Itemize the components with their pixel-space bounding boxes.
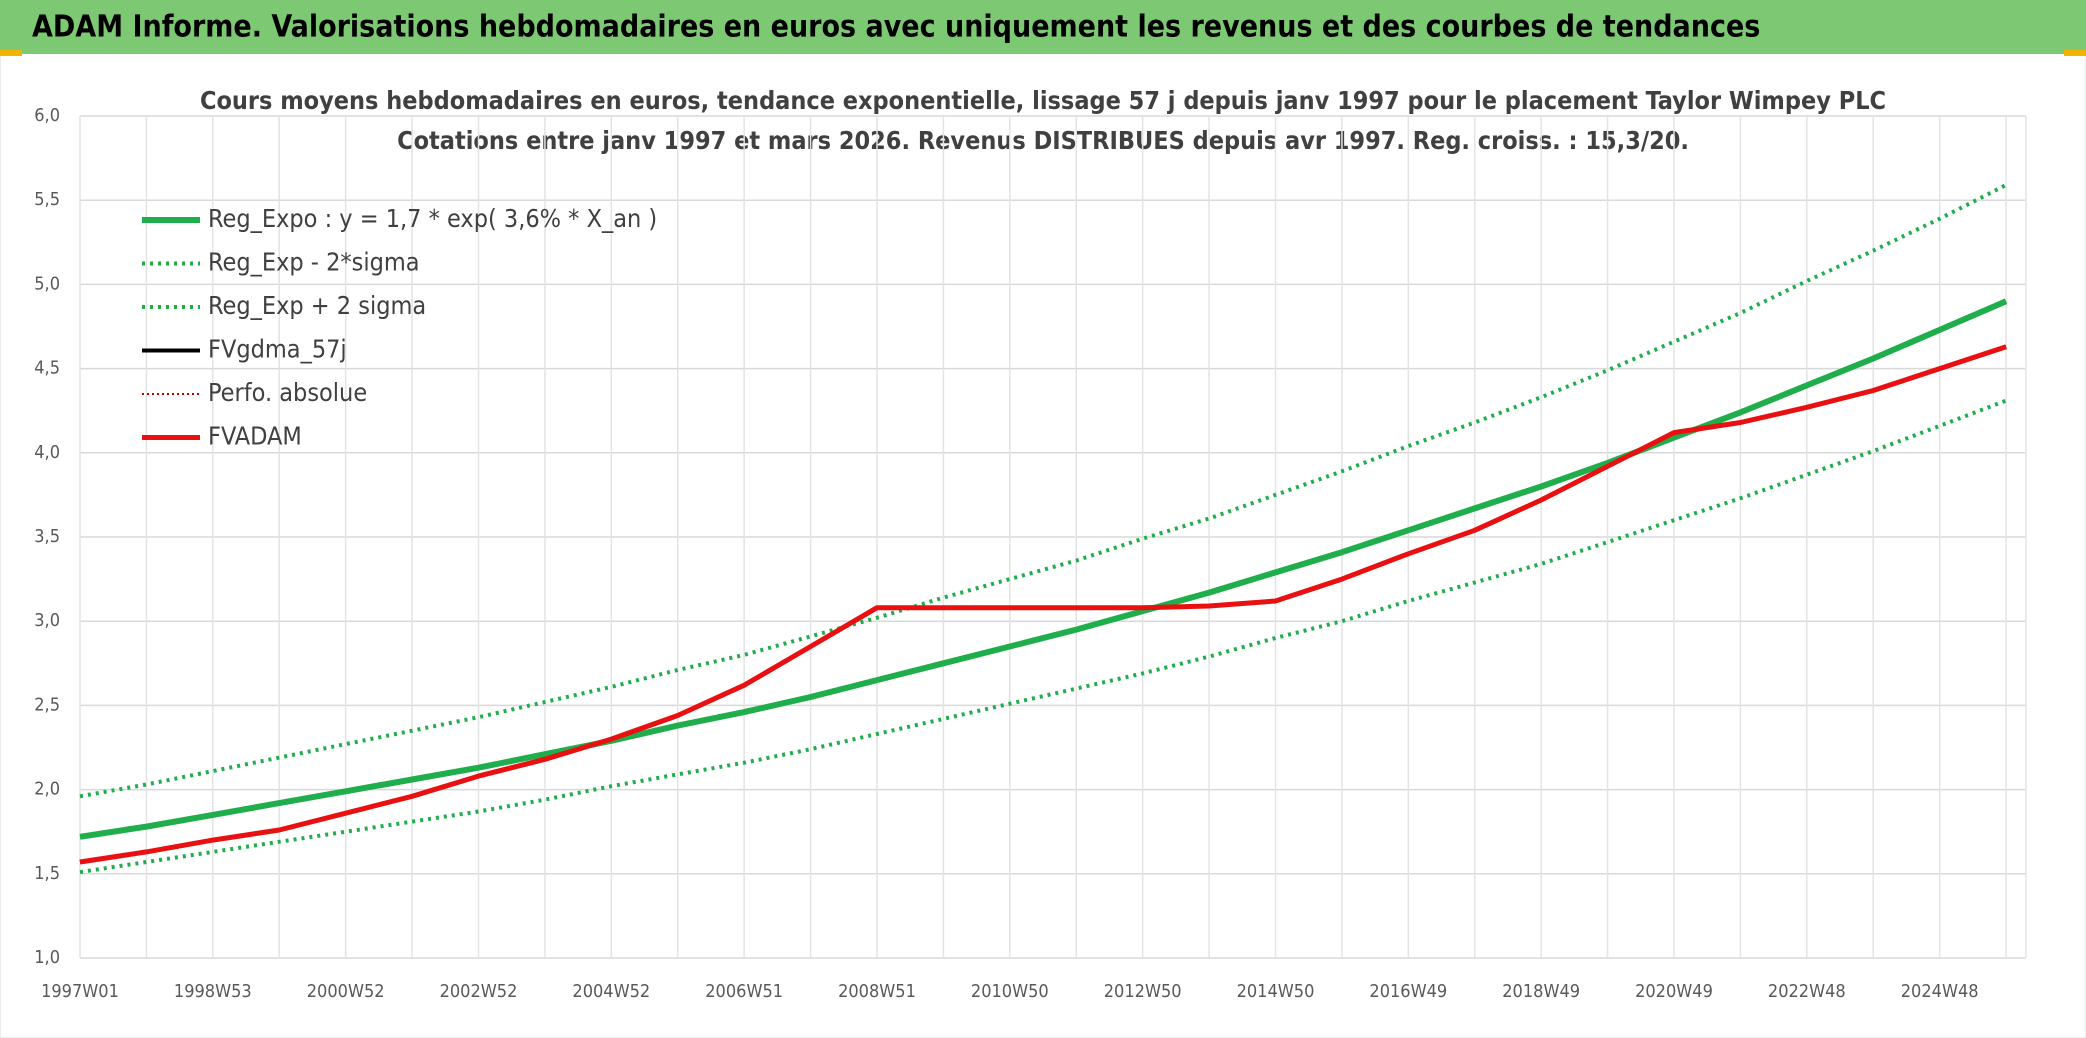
x-tick-label: 2010W50 [971,981,1049,1002]
x-tick-label: 2014W50 [1237,981,1315,1002]
x-tick-label: 2020W49 [1635,981,1713,1002]
header-bar [0,0,2086,54]
x-tick-label: 2016W49 [1369,981,1447,1002]
y-tick-label: 6,0 [34,105,60,126]
x-tick-label: 2022W48 [1768,981,1846,1002]
x-tick-label: 2024W48 [1901,981,1979,1002]
y-tick-label: 5,0 [34,273,60,294]
y-tick-label: 2,0 [34,779,60,800]
y-tick-label: 3,5 [34,526,60,547]
x-tick-label: 2004W52 [572,981,650,1002]
x-tick-label: 2018W49 [1502,981,1580,1002]
corner [0,50,22,56]
legend-label: FVgdma_57j [208,335,347,364]
corner [2064,50,2086,56]
y-tick-label: 1,0 [34,947,60,968]
legend-label: FVADAM [208,422,302,451]
legend-label: Perfo. absolue [208,378,367,407]
legend-label: Reg_Exp - 2*sigma [208,248,420,277]
legend-label: Reg_Exp + 2 sigma [208,291,426,320]
x-tick-label: 2012W50 [1104,981,1182,1002]
y-tick-label: 1,5 [34,863,60,884]
chart-subtitle: Cotations entre janv 1997 et mars 2026. … [397,126,1689,155]
y-tick-label: 5,5 [34,189,60,210]
series-line [79,344,2007,865]
y-tick-label: 4,0 [34,442,60,463]
chart-title: Cours moyens hebdomadaires en euros, ten… [200,86,1886,115]
y-tick-label: 2,5 [34,694,60,715]
legend-label: Reg_Expo : y = 1,7 * exp( 3,6% * X_an ) [208,204,657,233]
x-tick-label: 2002W52 [440,981,518,1002]
x-tick-label: 2008W51 [838,981,916,1002]
y-tick-label: 4,5 [34,358,60,379]
x-tick-label: 1997W01 [41,981,119,1002]
x-tick-label: 1998W53 [174,981,252,1002]
header-title: ADAM Informe. Valorisations hebdomadaire… [32,10,1760,45]
x-tick-label: 2006W51 [705,981,783,1002]
y-tick-label: 3,0 [34,610,60,631]
series-line [79,183,2008,799]
x-tick-label: 2000W52 [307,981,385,1002]
